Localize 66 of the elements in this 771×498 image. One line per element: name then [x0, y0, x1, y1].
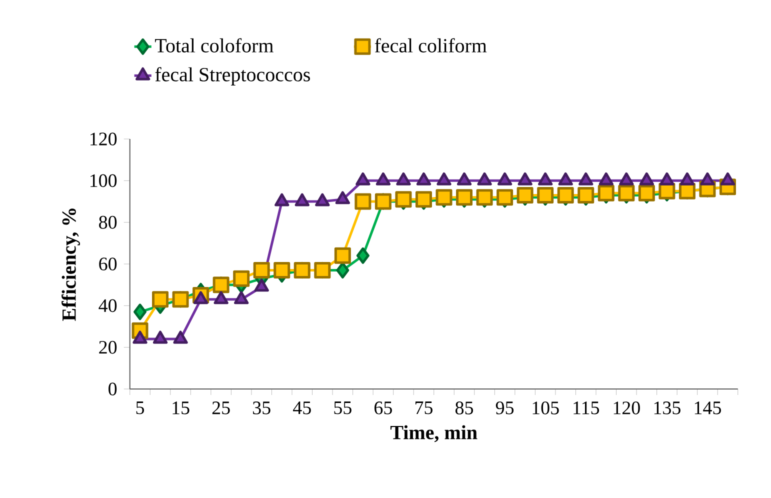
point — [700, 172, 715, 186]
point — [253, 262, 270, 278]
x-tick-label: 145 — [694, 402, 721, 414]
point — [274, 193, 290, 206]
point — [720, 172, 736, 186]
point — [356, 247, 370, 264]
x-tick-label: 120 — [614, 402, 640, 414]
point — [294, 193, 310, 206]
point — [274, 262, 290, 278]
point — [334, 247, 351, 264]
point — [578, 186, 594, 204]
point — [396, 172, 411, 186]
point — [477, 172, 492, 186]
point — [233, 270, 250, 287]
point — [456, 172, 472, 186]
y-tick-label: 0 — [108, 382, 117, 396]
point — [618, 184, 635, 202]
x-tick-label: 75 — [415, 402, 432, 414]
point — [660, 172, 674, 186]
point — [516, 186, 534, 204]
y-tick-label: 100 — [90, 174, 117, 188]
x-tick-label: 135 — [654, 402, 680, 414]
point — [497, 172, 512, 186]
x-tick-label: 45 — [293, 402, 311, 414]
point — [557, 186, 574, 204]
point — [356, 172, 370, 186]
point — [619, 172, 634, 186]
legend-label: Total coloform — [155, 38, 274, 52]
point — [638, 184, 655, 202]
point — [639, 172, 654, 186]
x-tick-label: 5 — [136, 402, 144, 414]
point — [598, 184, 614, 202]
point — [578, 172, 594, 186]
x-tick-label: 115 — [574, 402, 600, 414]
point — [315, 193, 330, 206]
y-tick-label: 20 — [99, 340, 117, 354]
point — [335, 191, 350, 204]
point — [518, 172, 532, 186]
x-tick-label: 15 — [172, 402, 190, 414]
x-tick-label: 85 — [455, 402, 474, 414]
x-tick-label: 105 — [532, 402, 559, 414]
x-tick-label: 25 — [212, 402, 230, 414]
point — [538, 172, 553, 186]
x-tick-label: 55 — [334, 402, 352, 414]
legend-label: fecal Streptococcos — [155, 67, 310, 86]
point — [354, 193, 372, 210]
point — [598, 172, 614, 186]
point — [152, 291, 169, 308]
y-tick-label: 120 — [90, 132, 117, 146]
y-tick-label: 80 — [99, 216, 117, 229]
point — [436, 172, 452, 186]
point — [376, 172, 391, 186]
point — [558, 172, 573, 186]
point — [134, 304, 146, 320]
legend-label: fecal coliform — [374, 38, 487, 52]
point — [680, 172, 695, 186]
point — [537, 186, 554, 204]
x-axis-title: Time, min — [390, 425, 478, 442]
y-axis-title: Efficiency, % — [62, 208, 80, 321]
point — [416, 172, 432, 186]
point — [336, 262, 350, 278]
y-tick-label: 40 — [98, 299, 117, 312]
x-tick-label: 65 — [374, 402, 392, 414]
x-tick-label: 95 — [496, 402, 514, 414]
x-tick-label: 35 — [253, 402, 270, 414]
y-tick-label: 60 — [99, 258, 117, 270]
